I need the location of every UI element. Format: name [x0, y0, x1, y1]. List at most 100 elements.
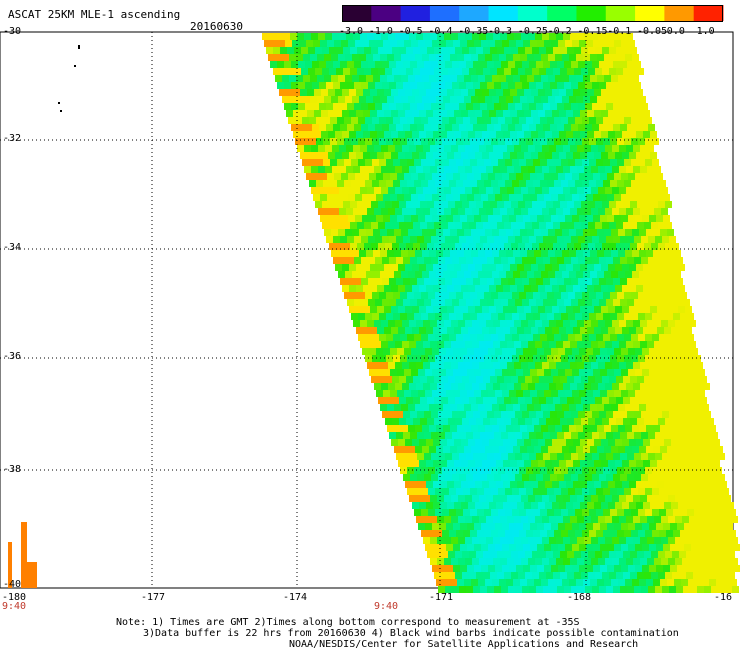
swath-cell [471, 579, 478, 586]
swath-cell [687, 509, 694, 516]
swath-cell [467, 348, 474, 355]
swath-cell [573, 327, 580, 334]
swath-cell [503, 306, 510, 313]
swath-cell [323, 180, 330, 187]
swath-cell [335, 152, 342, 159]
swath-cell [630, 418, 637, 425]
swath-cell [607, 194, 614, 201]
swath-cell [579, 544, 586, 551]
swath-cell [335, 131, 342, 138]
swath-cell [467, 390, 474, 397]
swath-cell [681, 579, 688, 586]
swath-cell [478, 75, 485, 82]
swath-cell [470, 334, 477, 341]
swath-cell [452, 61, 459, 68]
swath-cell [601, 460, 608, 467]
swath-cell [531, 460, 538, 467]
swath-cell [508, 82, 515, 89]
swath-cell [511, 47, 518, 54]
swath-cell [638, 180, 645, 187]
swath-cell [641, 586, 648, 593]
swath-cell [624, 334, 631, 341]
swath-cell [506, 271, 513, 278]
swath-cell [473, 236, 480, 243]
swath-cell [521, 341, 528, 348]
swath-cell [639, 579, 646, 586]
swath-cell [502, 544, 509, 551]
swath-cell [326, 236, 333, 243]
swath-cell [728, 551, 735, 558]
swath-cell [473, 586, 480, 593]
swath-cell [656, 523, 663, 530]
swath-cell [472, 166, 479, 173]
swath-cell [645, 530, 652, 537]
swath-cell [444, 516, 451, 523]
swath-cell [576, 75, 583, 82]
swath-cell [599, 236, 606, 243]
swath-cell [278, 40, 285, 47]
swath-cell [442, 292, 449, 299]
swath-cell [534, 425, 541, 432]
swath-cell [645, 488, 652, 495]
swath-cell [619, 495, 626, 502]
swath-cell [572, 348, 579, 355]
swath-cell [456, 334, 463, 341]
swath-cell [582, 159, 589, 166]
swath-cell [412, 502, 419, 509]
swath-cell [372, 334, 379, 341]
swath-cell [528, 516, 535, 523]
swath-cell [525, 68, 532, 75]
swath-cell [398, 131, 405, 138]
swath-cell [418, 523, 425, 530]
swath-cell [367, 33, 374, 40]
swath-cell [374, 33, 381, 40]
swath-cell [624, 292, 631, 299]
swath-cell [602, 376, 609, 383]
swath-cell [359, 54, 366, 61]
swath-cell [628, 194, 635, 201]
swath-cell [486, 516, 493, 523]
swath-cell [517, 89, 524, 96]
swath-cell [578, 236, 585, 243]
swath-cell [349, 152, 356, 159]
swath-cell [512, 313, 519, 320]
swath-cell [325, 33, 332, 40]
swath-cell [352, 54, 359, 61]
swath-cell [367, 362, 374, 369]
swath-cell [657, 327, 664, 334]
swath-cell [428, 159, 435, 166]
swath-cell [464, 54, 471, 61]
swath-cell [570, 558, 577, 565]
swath-cell [462, 376, 469, 383]
swath-cell [457, 579, 464, 586]
swath-cell [538, 306, 545, 313]
swath-cell [586, 194, 593, 201]
swath-cell [610, 509, 617, 516]
swath-cell [616, 376, 623, 383]
swath-cell [598, 516, 605, 523]
swath-cell [527, 425, 534, 432]
swath-cell [650, 327, 657, 334]
swath-cell [457, 54, 464, 61]
swath-cell [580, 481, 587, 488]
swath-cell [523, 565, 530, 572]
swath-cell [633, 187, 640, 194]
swath-cell [625, 579, 632, 586]
swath-cell [614, 390, 621, 397]
swath-cell [595, 376, 602, 383]
swath-cell [314, 89, 321, 96]
swath-cell [575, 509, 582, 516]
swath-cell [380, 96, 387, 103]
swath-cell [289, 54, 296, 61]
swath-cell [287, 47, 294, 54]
swath-cell [633, 558, 640, 565]
swath-cell [594, 285, 601, 292]
swath-cell [428, 530, 435, 537]
swath-cell [417, 453, 424, 460]
swath-cell [370, 89, 377, 96]
swath-cell [410, 103, 417, 110]
swath-cell [610, 334, 617, 341]
swath-cell [353, 145, 360, 152]
swath-cell [511, 418, 518, 425]
